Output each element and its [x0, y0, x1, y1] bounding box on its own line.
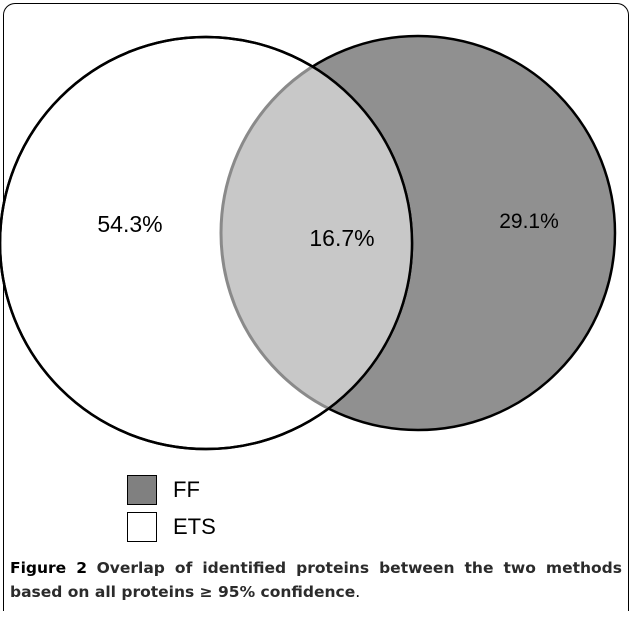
figure-caption: Figure 2 Overlap of identified proteins … — [10, 556, 622, 604]
venn-set-ets-outline — [0, 35, 414, 451]
legend-item-ets: ETS — [127, 512, 216, 542]
legend-item-ff: FF — [127, 475, 200, 505]
legend-swatch-ff — [127, 475, 157, 505]
caption-text: Overlap of identified proteins between t… — [10, 559, 623, 601]
venn-overlap-region — [219, 37, 412, 432]
region-label-ff-only: 29.1% — [499, 210, 559, 233]
legend-label-ff: FF — [173, 477, 200, 502]
figure-frame — [3, 3, 629, 611]
legend-swatch-ets — [127, 512, 157, 542]
caption-figure-label: Figure 2 — [10, 559, 88, 577]
region-label-overlap: 16.7% — [309, 225, 374, 251]
caption-end: . — [355, 583, 361, 601]
region-label-ets-only: 54.3% — [97, 211, 162, 237]
legend-label-ets: ETS — [173, 514, 216, 539]
